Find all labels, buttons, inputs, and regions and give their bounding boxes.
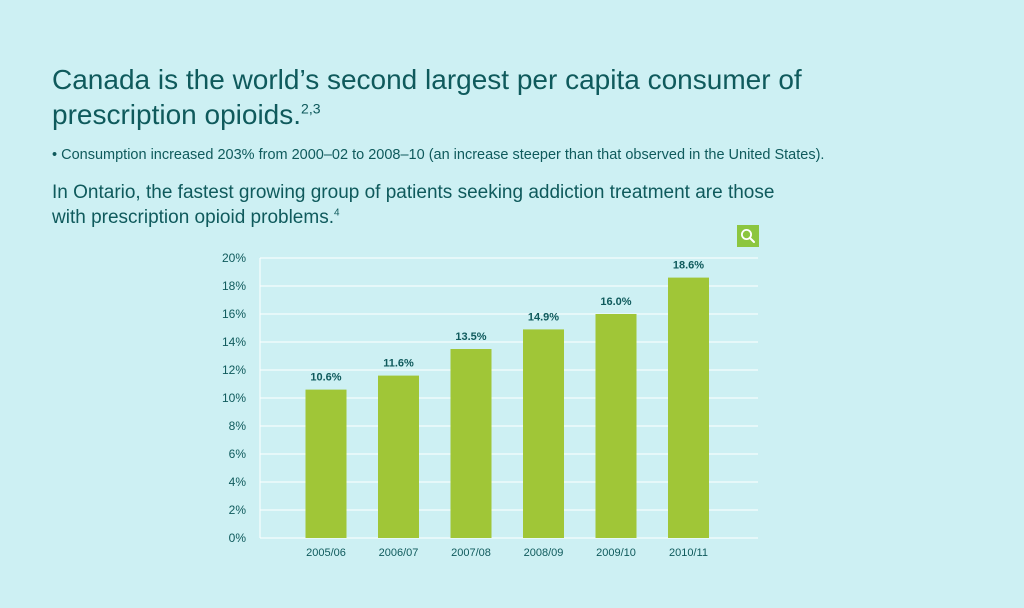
bar: [305, 389, 347, 538]
magnifier-icon: [741, 229, 755, 243]
data-label: 13.5%: [455, 331, 486, 343]
y-tick-label: 14%: [222, 335, 246, 349]
x-axis: 2005/06 2006/07 2007/08 2008/09 2009/10 2010/…: [306, 547, 708, 559]
chart-heading: In Ontario, the fastest growing group of…: [52, 180, 812, 230]
x-tick-label: 2010/11: [669, 547, 708, 559]
bar: [378, 375, 419, 538]
chart-heading-reference: 4: [333, 207, 340, 219]
bar: [668, 277, 709, 538]
y-axis: 0% 2% 4% 6% 8% 10% 12% 14% 16% 18% 20%: [222, 251, 246, 545]
y-tick-label: 0%: [229, 531, 247, 545]
page-title: Canada is the world’s second largest per…: [52, 62, 952, 132]
y-tick-label: 2%: [229, 503, 247, 517]
bar: [595, 314, 637, 538]
zoom-button[interactable]: [737, 225, 759, 247]
x-tick-label: 2009/10: [596, 547, 636, 559]
data-label: 14.9%: [528, 311, 559, 323]
x-tick-label: 2008/09: [524, 547, 564, 559]
x-tick-label: 2006/07: [379, 547, 419, 559]
title-text: Canada is the world’s second largest per…: [52, 64, 802, 130]
title-reference: 2,3: [301, 100, 321, 117]
bar: [523, 329, 564, 538]
x-tick-label: 2007/08: [451, 547, 491, 559]
y-tick-label: 20%: [222, 251, 246, 265]
y-tick-label: 10%: [222, 391, 246, 405]
chart-heading-text: In Ontario, the fastest growing group of…: [52, 182, 775, 228]
data-label: 10.6%: [310, 372, 341, 384]
y-tick-label: 18%: [222, 279, 246, 293]
bars: [305, 277, 709, 538]
x-tick-label: 2005/06: [306, 547, 346, 559]
bar: [450, 349, 492, 538]
y-tick-label: 6%: [229, 447, 247, 461]
data-label: 18.6%: [673, 260, 704, 272]
y-tick-label: 8%: [229, 419, 247, 433]
y-tick-label: 16%: [222, 307, 246, 321]
data-label: 16.0%: [600, 296, 631, 308]
data-label: 11.6%: [383, 358, 414, 370]
y-tick-label: 12%: [222, 363, 246, 377]
y-tick-label: 4%: [229, 475, 247, 489]
consumption-bullet: • Consumption increased 203% from 2000–0…: [52, 147, 825, 163]
data-labels: 10.6% 11.6% 13.5% 14.9% 16.0% 18.6%: [310, 260, 704, 384]
